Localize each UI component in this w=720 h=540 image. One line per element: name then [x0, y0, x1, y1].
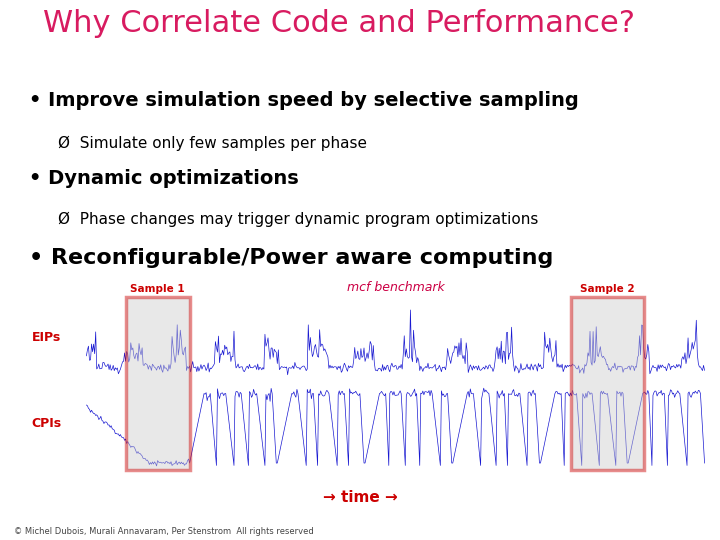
Text: © Michel Dubois, Murali Annavaram, Per Stenstrom  All rights reserved: © Michel Dubois, Murali Annavaram, Per S…: [14, 526, 314, 536]
Text: Ø  Simulate only few samples per phase: Ø Simulate only few samples per phase: [58, 136, 366, 151]
Text: mcf benchmark: mcf benchmark: [347, 281, 445, 294]
Text: → time →: → time →: [323, 490, 397, 505]
Text: • Improve simulation speed by selective sampling: • Improve simulation speed by selective …: [29, 91, 579, 110]
Text: Sample 1: Sample 1: [130, 284, 185, 294]
Text: Sample 2: Sample 2: [580, 284, 635, 294]
Text: CPIs: CPIs: [31, 417, 61, 430]
Text: EIPs: EIPs: [32, 331, 61, 344]
Text: Why Correlate Code and Performance?: Why Correlate Code and Performance?: [43, 9, 635, 38]
Text: Ø  Phase changes may trigger dynamic program optimizations: Ø Phase changes may trigger dynamic prog…: [58, 212, 538, 227]
Text: • Dynamic optimizations: • Dynamic optimizations: [29, 170, 299, 188]
Text: • Reconfigurable/Power aware computing: • Reconfigurable/Power aware computing: [29, 248, 553, 268]
